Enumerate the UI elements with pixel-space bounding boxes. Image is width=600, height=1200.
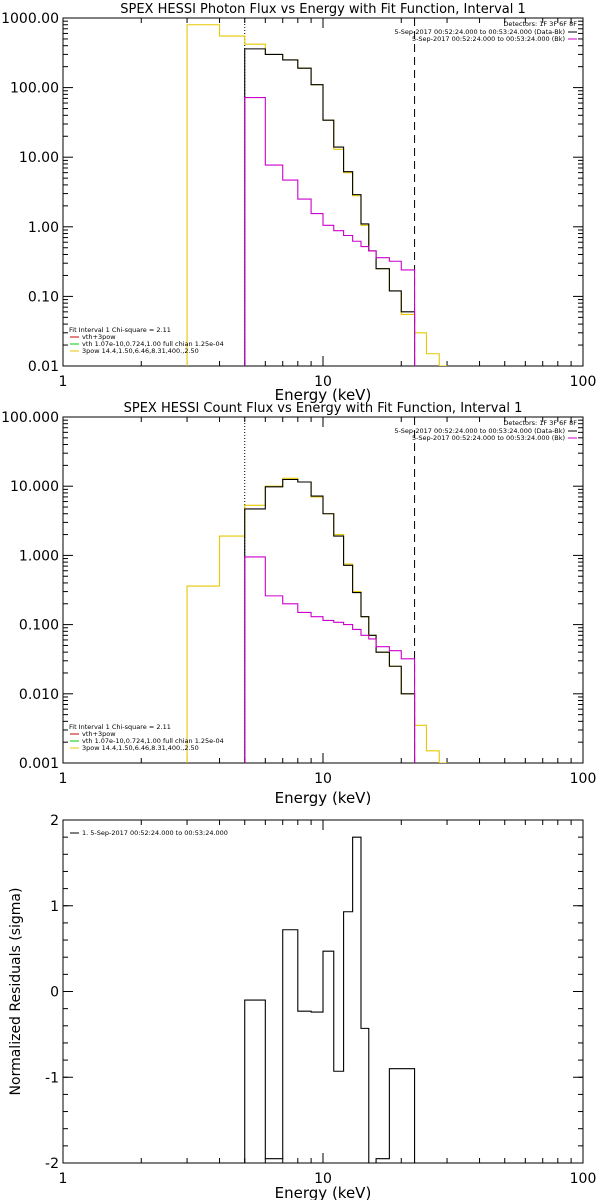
y-tick-label: 1.000: [19, 548, 59, 564]
x-tick-label: 1: [59, 374, 68, 390]
y-tick-label: 2: [50, 813, 59, 829]
series-3-step-line: [244, 96, 416, 366]
chart-title: SPEX HESSI Photon Flux vs Energy with Fi…: [120, 2, 526, 17]
chart-title: SPEX HESSI Count Flux vs Energy with Fit…: [124, 401, 523, 416]
fit-legend-entry: vth 1.07e-10,0.724,1.00 full chian 1.25e…: [82, 340, 224, 348]
y-tick-label: 100.00: [10, 81, 59, 97]
interval-legend-entry: 5-Sep-2017 00:52:24.000 to 00:53:24.000 …: [394, 427, 565, 435]
y-tick-label: 100.000: [1, 410, 59, 426]
y-tick-label: 10.000: [10, 479, 59, 495]
series-2-step-line: [244, 48, 416, 366]
series-1-step-line: [186, 477, 448, 763]
x-tick-label: 100: [570, 374, 597, 390]
y-tick-label: -1: [45, 1070, 59, 1086]
y-tick-label: 1000.00: [1, 11, 59, 27]
x-axis-label: Energy (keV): [275, 386, 372, 404]
plot-frame: [62, 17, 584, 367]
interval-legend-entry: 5-Sep-2017 00:52:24.000 to 00:53:24.000 …: [412, 35, 565, 43]
y-tick-label: 0.001: [19, 756, 59, 772]
fit-legend-entry: Fit Interval 1 Chi-square = 2.11: [69, 326, 171, 334]
y-tick-label: 10.00: [19, 150, 59, 166]
detectors-label: Detectors: 1F 3F 6F 8F: [503, 419, 577, 427]
detectors-label: Detectors: 1F 3F 6F 8F: [503, 20, 577, 28]
series-1-step-line: [244, 836, 416, 1163]
y-tick-label: -2: [45, 1156, 59, 1172]
x-tick-label: 10: [314, 1171, 332, 1187]
plot-area: [186, 417, 448, 763]
fit-legend-entry: vth+3pow: [82, 333, 116, 341]
x-axis-label: Energy (keV): [275, 1184, 372, 1200]
chart-panel-1: SPEX HESSI Photon Flux vs Energy with Fi…: [1, 2, 596, 404]
series-3-step-line: [244, 556, 416, 763]
x-tick-label: 1: [59, 771, 68, 787]
plot-area: [186, 18, 448, 366]
y-tick-label: 1: [50, 899, 59, 915]
x-tick-label: 10: [314, 374, 332, 390]
y-axis-label: Normalized Residuals (sigma): [8, 888, 24, 1096]
x-tick-label: 100: [570, 771, 597, 787]
series-2-step-line: [244, 478, 416, 763]
y-tick-label: 0.10: [28, 289, 59, 305]
fit-legend-entry: vth 1.07e-10,0.724,1.00 full chian 1.25e…: [82, 737, 224, 745]
interval-legend-entry: 5-Sep-2017 00:52:24.000 to 00:53:24.000 …: [412, 434, 565, 442]
plot-area: [244, 836, 416, 1163]
chart-panel-3: 1 10 100 -2 -1 0 1 2 Energy (keV) Normalized Resi…: [8, 813, 596, 1200]
legend-entry: 1. 5-Sep-2017 00:52:24.000 to 00:53:24.0…: [82, 829, 228, 837]
series-1-step-line: [186, 24, 448, 366]
x-axis-label: Energy (keV): [275, 789, 372, 807]
y-tick-label: 0.01: [28, 359, 59, 375]
y-tick-label: 0: [50, 985, 59, 1001]
chart-panel-2: SPEX HESSI Count Flux vs Energy with Fit…: [1, 401, 596, 807]
interval-legend-entry: 5-Sep-2017 00:52:24.000 to 00:53:24.000 …: [394, 28, 565, 36]
fit-legend-entry: 3pow 14.4,1.50,6.46,8.31,400.,2.50: [82, 347, 199, 355]
fit-legend-entry: vth+3pow: [82, 730, 116, 738]
x-tick-label: 1: [59, 1171, 68, 1187]
y-tick-label: 0.100: [19, 618, 59, 634]
y-tick-label: 0.010: [19, 687, 59, 703]
plot-frame: [62, 416, 584, 764]
fit-legend-entry: Fit Interval 1 Chi-square = 2.11: [69, 723, 171, 731]
x-tick-label: 100: [570, 1171, 597, 1187]
fit-legend-entry: 3pow 14.4,1.50,6.46,8.31,400.,2.50: [82, 744, 199, 752]
x-tick-label: 10: [314, 771, 332, 787]
y-tick-label: 1.00: [28, 220, 59, 236]
